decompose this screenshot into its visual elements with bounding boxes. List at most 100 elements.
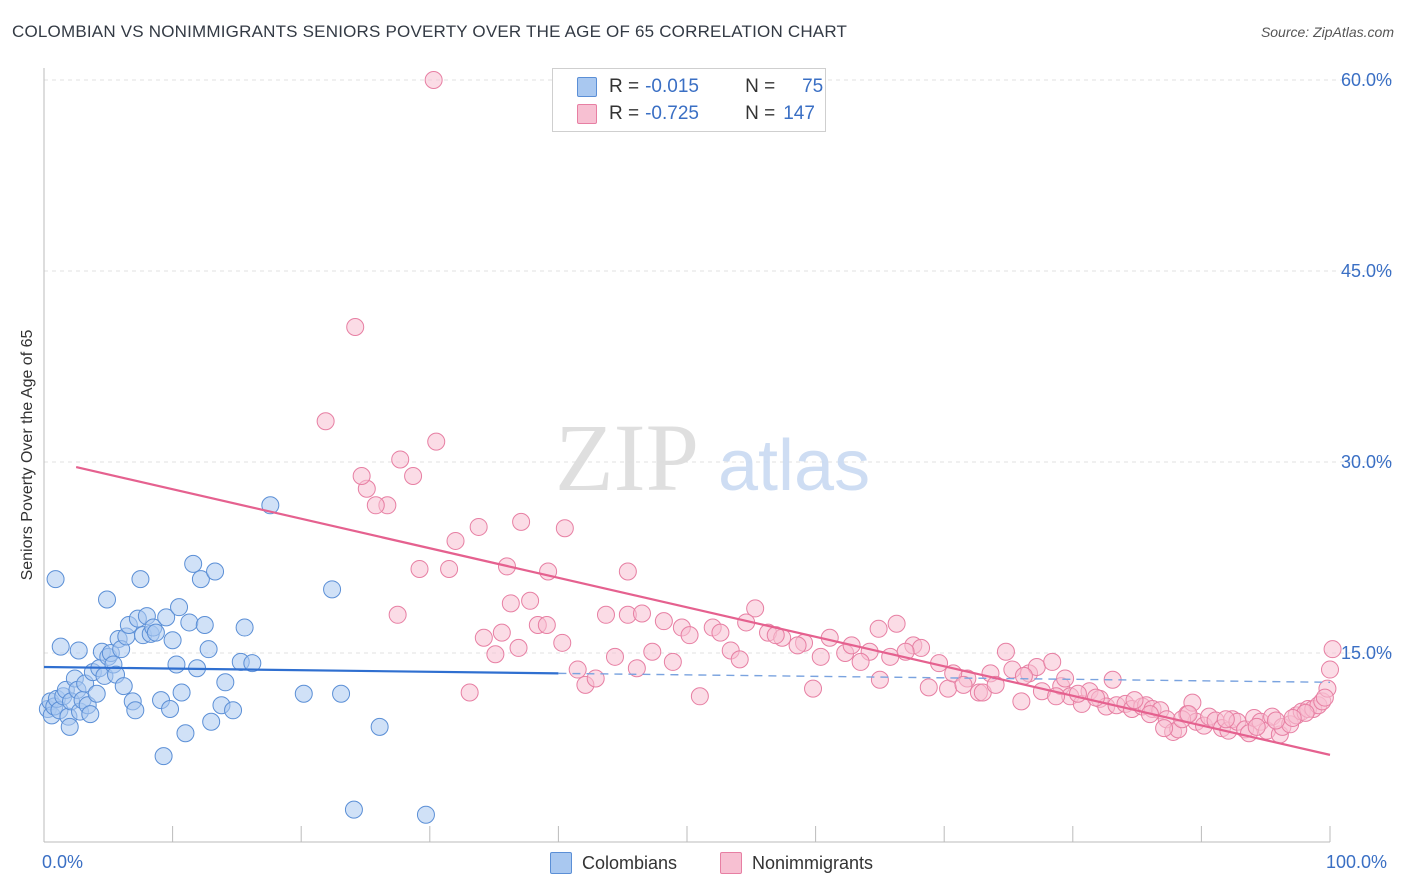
data-point	[352, 467, 371, 486]
data-point	[370, 717, 389, 736]
data-point	[460, 683, 479, 702]
data-point	[1247, 717, 1266, 736]
legend-swatch-nonimmigrants	[577, 104, 597, 124]
data-point	[366, 496, 385, 515]
data-point	[81, 705, 100, 724]
data-point	[788, 636, 807, 655]
data-point	[440, 559, 459, 578]
data-point	[1216, 710, 1235, 729]
trend-lines	[43, 466, 1331, 756]
watermark-zip: ZIP	[555, 404, 699, 511]
legend-swatch-colombians	[577, 77, 597, 97]
data-point	[51, 637, 70, 656]
bottom-legend-label-colombians: Colombians	[582, 852, 678, 873]
y-axis-label: Seniors Poverty Over the Age of 65	[19, 329, 36, 581]
data-point	[501, 594, 520, 613]
legend-n-value: 147	[783, 103, 815, 124]
data-point	[146, 623, 165, 642]
y-tick-label: 45.0%	[1341, 261, 1392, 281]
data-point	[469, 517, 488, 536]
data-point	[427, 432, 446, 451]
data-point	[605, 647, 624, 666]
data-point	[1012, 692, 1031, 711]
legend-r-label: R =	[609, 103, 640, 124]
data-point	[996, 642, 1015, 661]
data-point	[632, 604, 651, 623]
data-point	[521, 591, 540, 610]
chart-title: COLOMBIAN VS NONIMMIGRANTS SENIORS POVER…	[12, 22, 848, 41]
y-tick-label: 60.0%	[1341, 70, 1392, 90]
x-tick-label-max: 100.0%	[1326, 852, 1388, 872]
bottom-legend-nonimmigrants: Nonimmigrants	[720, 852, 873, 874]
data-point	[1315, 688, 1334, 707]
data-point	[1321, 660, 1339, 679]
data-point	[887, 614, 906, 633]
data-point	[170, 598, 189, 617]
data-point	[131, 570, 150, 589]
data-point	[512, 512, 531, 531]
data-point	[199, 640, 218, 659]
data-point	[804, 679, 823, 698]
data-point	[553, 633, 572, 652]
data-point	[1155, 719, 1174, 738]
data-point	[163, 631, 182, 650]
data-point	[216, 673, 235, 692]
data-point	[711, 623, 730, 642]
data-point	[730, 650, 749, 669]
data-point	[446, 531, 465, 550]
data-point	[690, 687, 709, 706]
data-point	[596, 605, 615, 624]
data-point	[191, 570, 210, 589]
bottom-legend: Colombians Nonimmigrants	[0, 852, 1406, 876]
data-point	[294, 684, 313, 703]
data-point	[654, 612, 673, 631]
trend-line-colombians-extension	[558, 672, 1331, 683]
watermark-atlas: atlas	[718, 426, 870, 506]
data-point	[746, 599, 765, 618]
data-point	[261, 496, 280, 515]
data-point	[404, 467, 423, 486]
bottom-legend-swatch-nonimmigrants	[720, 852, 742, 874]
data-point	[986, 675, 1005, 694]
legend-r-value: -0.725	[645, 103, 699, 124]
legend-r-label: R =	[609, 76, 640, 97]
data-point	[1056, 669, 1075, 688]
bottom-legend-swatch-colombians	[550, 852, 572, 874]
legend: R = -0.015 N = 75 R = -0.725 N = 147	[552, 68, 826, 132]
source-label: Source: ZipAtlas.com	[1260, 24, 1394, 40]
data-point	[332, 684, 351, 703]
data-point	[87, 684, 106, 703]
data-point	[161, 700, 180, 719]
data-point	[60, 717, 79, 736]
gridlines	[44, 79, 1392, 654]
data-point	[1014, 666, 1033, 685]
legend-n-label: N =	[745, 76, 776, 97]
data-point	[919, 678, 938, 697]
x-tick-label-min: 0.0%	[42, 852, 84, 872]
data-point	[851, 652, 870, 671]
data-point	[811, 647, 830, 666]
data-point	[869, 619, 888, 638]
y-tick-labels: 15.0% 30.0% 45.0% 60.0%	[1341, 70, 1392, 663]
data-point	[568, 660, 587, 679]
data-point	[586, 669, 605, 688]
bottom-legend-colombians: Colombians	[550, 852, 677, 874]
series-nonimmigrants	[316, 71, 1342, 744]
data-point	[509, 638, 528, 657]
data-point	[410, 559, 429, 578]
data-point	[202, 712, 221, 731]
data-point	[154, 747, 173, 766]
data-point	[235, 618, 254, 637]
data-point	[424, 71, 443, 89]
data-point	[195, 615, 214, 634]
data-point	[1068, 684, 1087, 703]
data-point	[1323, 640, 1342, 659]
data-point	[176, 724, 195, 743]
data-point	[388, 605, 407, 624]
data-point	[167, 655, 186, 674]
data-point	[416, 805, 435, 824]
data-point	[643, 642, 662, 661]
legend-n-label: N =	[745, 103, 776, 124]
data-point	[881, 647, 900, 666]
